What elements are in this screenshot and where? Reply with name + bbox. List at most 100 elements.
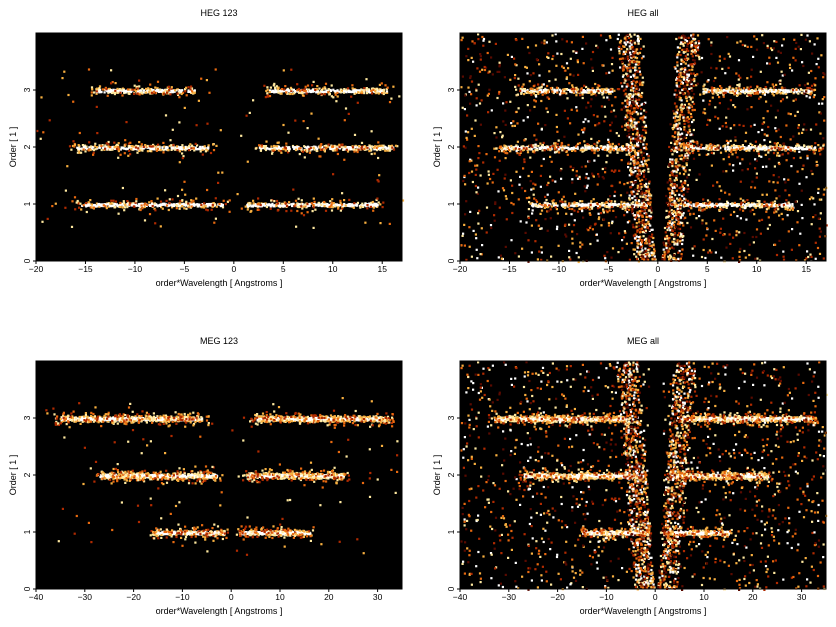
heatmap-cell: [593, 142, 596, 146]
heatmap-cell: [156, 90, 159, 93]
heatmap-cell: [761, 89, 764, 92]
heatmap-cell: [590, 148, 593, 151]
heatmap-cell: [667, 226, 670, 229]
heatmap-cell: [269, 203, 272, 206]
heatmap-cell: [647, 244, 651, 247]
heatmap-cell: [303, 145, 306, 148]
heatmap-cell: [634, 93, 637, 96]
heatmap-cell: [632, 201, 635, 204]
heatmap-cell: [81, 144, 84, 147]
heatmap-cell: [632, 156, 635, 159]
heatmap-cell: [572, 204, 575, 207]
heatmap-cell: [254, 147, 257, 150]
heatmap-cell: [632, 158, 635, 161]
heatmap-cell: [218, 202, 221, 206]
heatmap-cell: [368, 150, 371, 153]
heatmap-cell: [111, 91, 115, 94]
heatmap-cell: [588, 89, 591, 92]
heatmap-cell: [598, 203, 601, 206]
heatmap-cell: [388, 101, 392, 104]
heatmap-cell: [761, 92, 764, 95]
heatmap-cell: [627, 144, 630, 147]
heatmap-cell: [641, 200, 644, 203]
heatmap-cell: [598, 85, 601, 88]
heatmap-cell: [171, 147, 174, 150]
heatmap-cell: [765, 90, 768, 93]
heatmap-cell: [745, 149, 748, 152]
heatmap-cell: [344, 90, 347, 93]
heatmap-cell: [609, 89, 613, 92]
heatmap-cell: [631, 46, 634, 49]
heatmap-cell: [767, 149, 770, 152]
heatmap-cell: [373, 148, 376, 151]
heatmap-cell: [174, 146, 177, 149]
heatmap-cell: [681, 239, 684, 242]
heatmap-cell: [616, 204, 619, 208]
heatmap-cell: [123, 90, 126, 93]
heatmap-cell: [708, 201, 712, 204]
heatmap-cell: [328, 205, 331, 209]
heatmap-cell: [325, 147, 328, 150]
heatmap-cell: [622, 68, 625, 71]
heatmap-cell: [607, 198, 610, 201]
heatmap-cell: [320, 203, 323, 206]
heatmap-cell: [772, 94, 775, 97]
heatmap-cell: [585, 91, 588, 94]
heatmap-cell: [310, 90, 313, 94]
heatmap-cell: [194, 142, 197, 145]
heatmap-cell: [643, 174, 646, 177]
heatmap-cell: [720, 86, 723, 90]
heatmap-cell: [555, 204, 559, 207]
heatmap-cell: [342, 148, 345, 151]
heatmap-cell: [771, 92, 774, 95]
heatmap-cell: [187, 202, 190, 205]
heatmap-cell: [674, 162, 677, 165]
heatmap-cell: [84, 203, 87, 206]
heatmap-cell: [684, 136, 688, 139]
heatmap-cell: [387, 144, 391, 148]
heatmap-cell: [276, 87, 280, 90]
heatmap-cell: [675, 174, 678, 177]
heatmap-cell: [593, 202, 596, 205]
heatmap-cell: [156, 143, 160, 146]
heatmap-cell: [398, 95, 401, 98]
heatmap-cell: [170, 203, 173, 207]
heatmap-cell: [526, 88, 529, 92]
heatmap-cell: [538, 202, 541, 206]
heatmap-cell: [171, 198, 174, 201]
heatmap-cell: [317, 201, 321, 204]
heatmap-cell: [105, 88, 108, 91]
heatmap-cell: [380, 90, 383, 93]
heatmap-cell: [127, 154, 130, 157]
heatmap-cell: [173, 148, 176, 151]
heatmap-cell: [123, 209, 126, 212]
heatmap-cell: [305, 92, 308, 95]
heatmap-cell: [757, 150, 760, 153]
heatmap-cell: [217, 171, 220, 174]
heatmap-cell: [355, 89, 358, 92]
heatmap-cell: [644, 101, 647, 104]
heatmap-cell: [640, 112, 643, 115]
heatmap-cell: [109, 146, 112, 149]
heatmap-cell: [542, 91, 545, 94]
heatmap-cell: [530, 87, 533, 90]
heatmap-cell: [392, 85, 395, 88]
heatmap-cell: [718, 203, 721, 206]
heatmap-cell: [215, 144, 218, 147]
heatmap-cell: [702, 88, 705, 91]
heatmap-cell: [511, 146, 514, 149]
heatmap-cell: [124, 143, 127, 146]
heatmap-cell: [189, 88, 192, 91]
heatmap-cell: [596, 141, 599, 144]
heatmap-cell: [129, 202, 132, 205]
heatmap-cell: [251, 205, 254, 208]
heatmap-cell: [78, 148, 81, 151]
heatmap-cell: [746, 94, 749, 97]
heatmap-cell: [587, 145, 591, 148]
heatmap-cell: [690, 34, 693, 37]
heatmap-cell: [571, 86, 575, 89]
heatmap-cell: [523, 88, 526, 91]
heatmap-cell: [145, 87, 148, 90]
heatmap-cell: [788, 208, 791, 211]
